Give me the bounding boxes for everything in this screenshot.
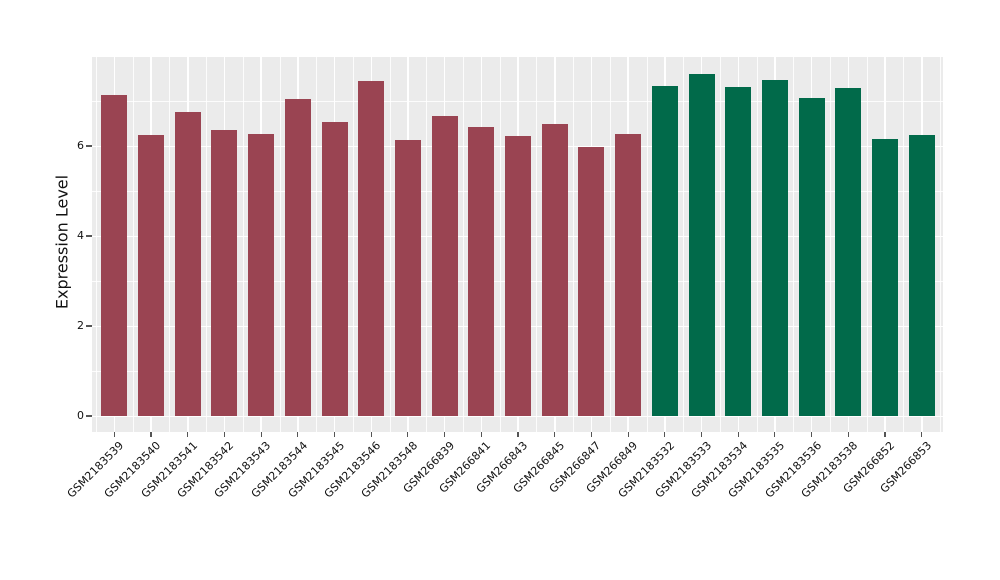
x-minor-gridline [389, 57, 391, 432]
bar-GSM2183543 [248, 133, 275, 416]
x-minor-gridline [169, 57, 171, 432]
x-minor-gridline [132, 57, 134, 432]
bar-GSM2183539 [101, 95, 128, 416]
x-minor-gridline [903, 57, 905, 432]
x-tick-mark [664, 432, 666, 437]
bar-GSM266847 [578, 147, 605, 416]
x-minor-gridline [352, 57, 354, 432]
bar-GSM266849 [615, 133, 642, 416]
x-minor-gridline [463, 57, 464, 432]
x-tick-mark [480, 432, 482, 437]
y-tick-label: 0 [77, 409, 84, 422]
bar-GSM2183538 [835, 87, 862, 416]
y-tick-label: 6 [77, 139, 84, 152]
y-tick-mark [86, 325, 92, 327]
bar-GSM266839 [431, 115, 458, 416]
x-tick-mark [333, 432, 336, 437]
x-tick-mark [444, 432, 446, 437]
y-tick-label: 4 [77, 229, 84, 242]
x-tick-mark [223, 432, 225, 437]
bar-GSM2183544 [284, 99, 311, 416]
x-tick-mark [774, 432, 776, 437]
bar-GSM2183541 [174, 111, 201, 416]
x-tick-mark [847, 432, 849, 437]
x-minor-gridline [719, 57, 721, 432]
x-tick-mark [737, 432, 739, 437]
bar-GSM266852 [872, 138, 898, 416]
bar-GSM266843 [505, 136, 531, 416]
x-minor-gridline [940, 57, 942, 432]
x-tick-mark [297, 432, 299, 437]
x-minor-gridline [609, 57, 611, 432]
y-tick-mark [86, 145, 92, 147]
x-tick-mark [700, 432, 703, 437]
plot-panel [92, 57, 943, 432]
x-tick-mark [811, 432, 813, 437]
y-tick-mark [86, 235, 92, 237]
x-tick-mark [113, 432, 115, 437]
x-tick-mark [260, 432, 262, 437]
bar-GSM266853 [908, 135, 935, 416]
x-tick-mark [921, 432, 923, 437]
x-minor-gridline [206, 57, 207, 432]
bar-GSM266845 [541, 123, 568, 416]
x-minor-gridline [426, 57, 428, 432]
x-minor-gridline [573, 57, 575, 432]
x-minor-gridline [242, 57, 244, 432]
x-minor-gridline [279, 57, 281, 432]
x-minor-gridline [756, 57, 758, 432]
bar-GSM2183533 [688, 74, 715, 416]
x-tick-mark [517, 432, 519, 437]
bar-GSM2183548 [394, 140, 421, 416]
x-minor-gridline [683, 57, 685, 432]
x-tick-mark [554, 432, 556, 437]
bar-GSM2183540 [138, 135, 164, 416]
x-tick-mark [590, 432, 592, 437]
x-minor-gridline [793, 57, 795, 432]
bar-GSM2183536 [798, 97, 825, 416]
x-tick-mark [627, 432, 629, 437]
bar-GSM2183542 [211, 130, 238, 417]
x-minor-gridline [316, 57, 318, 432]
x-tick-mark [407, 432, 409, 437]
x-minor-gridline [536, 57, 538, 432]
y-tick-mark [86, 415, 92, 417]
bar-GSM266841 [468, 126, 495, 416]
x-minor-gridline [866, 57, 868, 432]
x-minor-gridline [499, 57, 501, 432]
x-tick-mark [370, 432, 372, 437]
x-tick-mark [150, 432, 152, 437]
y-tick-label: 2 [77, 319, 84, 332]
x-minor-gridline [830, 57, 831, 432]
x-tick-mark [187, 432, 189, 437]
bar-GSM2183534 [725, 86, 752, 416]
bar-GSM2183535 [761, 80, 788, 416]
bar-GSM2183532 [651, 85, 678, 416]
x-minor-gridline [95, 57, 97, 432]
bar-GSM2183546 [358, 80, 385, 417]
x-minor-gridline [646, 57, 648, 432]
bar-GSM2183545 [321, 121, 348, 416]
x-tick-mark [884, 432, 886, 437]
